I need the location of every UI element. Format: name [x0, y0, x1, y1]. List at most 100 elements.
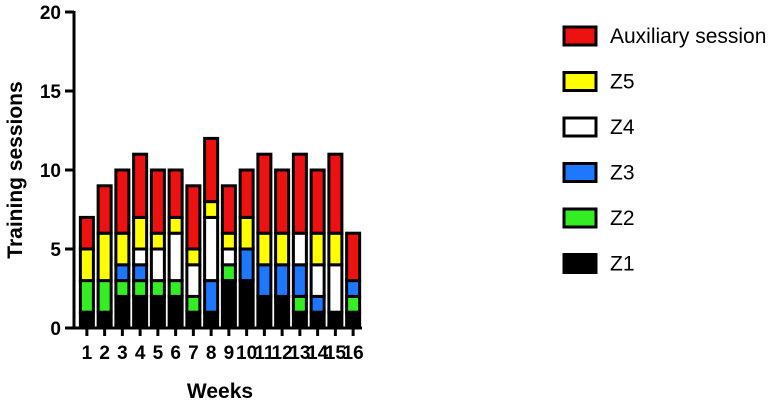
x-tick-label-14: 14 [307, 343, 329, 364]
legend-label-z2: Z2 [610, 207, 635, 230]
x-tick-label-5: 5 [153, 343, 164, 364]
bar-segment-week-14-z1 [309, 310, 326, 330]
bar-segment-week-6-z2 [167, 279, 184, 298]
bar-segment-week-11-z1 [256, 294, 273, 330]
x-tick-label-10: 10 [236, 343, 257, 364]
bar-segment-week-3-z2 [114, 279, 131, 298]
bar-segment-week-3-auxiliary-session [114, 168, 131, 235]
y-axis-title: Training sessions [4, 81, 27, 258]
x-tick-label-13: 13 [289, 343, 310, 364]
legend: Auxiliary session Z5 Z4 Z3 Z2 Z1 [562, 25, 766, 276]
bar-segment-week-7-z1 [185, 310, 202, 330]
bar-segment-week-15-z4 [327, 263, 344, 314]
bar-segment-week-11-z5 [256, 231, 273, 267]
legend-label-z3: Z3 [610, 162, 635, 185]
bar-segment-week-12-z3 [274, 263, 291, 298]
bar-segment-week-10-z3 [238, 247, 255, 283]
bar-segment-week-8-z5 [203, 200, 220, 219]
bar-segment-week-2-z1 [96, 310, 113, 330]
y-tick-labels: 0 5 10 15 20 [40, 3, 62, 340]
bar-segment-week-1-z1 [78, 310, 95, 330]
x-tick-label-2: 2 [99, 343, 110, 364]
bar-segment-week-11-z3 [256, 263, 273, 298]
bar-segment-week-7-z5 [185, 247, 202, 267]
bar-segment-week-1-auxiliary-session [78, 215, 95, 251]
y-tick-label-20: 20 [40, 3, 61, 24]
bar-segment-week-13-auxiliary-session [291, 152, 308, 235]
bar-segment-week-15-z1 [327, 310, 344, 330]
bar-segment-week-5-z1 [149, 294, 166, 330]
bar-segment-week-6-z1 [167, 294, 184, 330]
x-tick-label-15: 15 [325, 343, 347, 364]
x-tick-label-7: 7 [188, 343, 199, 364]
bar-segment-week-4-z2 [132, 279, 149, 298]
legend-label-auxiliary-session: Auxiliary session [610, 25, 766, 48]
bar-segment-week-12-auxiliary-session [274, 168, 291, 235]
bar-segment-week-16-z2 [345, 294, 362, 314]
bar-segment-week-7-z4 [185, 263, 202, 298]
bar-segment-week-9-z4 [220, 247, 237, 267]
legend-swatch-z3 [562, 162, 598, 183]
x-tick-label-16: 16 [343, 343, 364, 364]
bar-segment-week-14-z4 [309, 263, 326, 298]
legend-swatch-auxiliary-session [562, 25, 598, 47]
bar-segment-week-2-auxiliary-session [96, 184, 113, 235]
bar-segment-week-4-z5 [132, 215, 149, 251]
bar-segment-week-4-z3 [132, 263, 149, 283]
x-tick-label-12: 12 [272, 343, 293, 364]
bar-segment-week-11-auxiliary-session [256, 152, 273, 235]
bar-segment-week-7-auxiliary-session [185, 184, 202, 251]
bar-segment-week-15-z5 [327, 231, 344, 267]
y-tick-label-5: 5 [50, 240, 61, 261]
bar-segment-week-9-auxiliary-session [220, 184, 237, 235]
bar-segment-week-12-z1 [274, 294, 291, 330]
bar-segment-week-10-z5 [238, 215, 255, 251]
x-tick-label-8: 8 [206, 343, 217, 364]
bar-segment-week-1-z5 [78, 247, 95, 283]
bar-segment-week-7-z2 [185, 294, 202, 314]
bar-segment-week-6-z4 [167, 231, 184, 283]
bar-segment-week-6-z5 [167, 215, 184, 235]
bar-segment-week-14-z5 [309, 231, 326, 267]
bar-segment-week-4-z4 [132, 247, 149, 267]
bar-segment-week-9-z5 [220, 231, 237, 251]
bar-segment-week-13-z2 [291, 294, 308, 314]
y-tick-label-15: 15 [40, 82, 62, 103]
x-tick-label-4: 4 [135, 343, 146, 364]
bar-segment-week-16-z1 [345, 310, 362, 330]
bar-segment-week-5-z2 [149, 279, 166, 298]
bar-segment-week-9-z1 [220, 279, 237, 330]
bar-segment-week-10-auxiliary-session [238, 168, 255, 219]
bar-segment-week-4-auxiliary-session [132, 152, 149, 219]
bar-segment-week-5-z5 [149, 231, 166, 251]
bar-segment-week-5-z4 [149, 247, 166, 283]
legend-swatch-z2 [562, 207, 598, 229]
x-tick-label-1: 1 [82, 343, 93, 364]
legend-label-z5: Z5 [610, 71, 635, 94]
bar-segment-week-1-z2 [78, 279, 95, 314]
x-axis-title: Weeks [187, 380, 253, 403]
bars-group [78, 136, 362, 330]
x-tick-label-11: 11 [254, 343, 275, 364]
bar-segment-week-3-z3 [114, 263, 131, 283]
bar-segment-week-2-z2 [96, 279, 113, 314]
bar-segment-week-10-z1 [238, 279, 255, 330]
bar-segment-week-8-z3 [203, 279, 220, 314]
bar-segment-week-8-auxiliary-session [203, 136, 220, 204]
bar-segment-week-16-auxiliary-session [345, 231, 362, 283]
legend-label-z4: Z4 [610, 116, 635, 139]
y-tick-label-10: 10 [40, 161, 61, 182]
x-tick-label-3: 3 [117, 343, 128, 364]
y-tick-label-0: 0 [50, 319, 61, 340]
bar-segment-week-8-z4 [203, 215, 220, 283]
bar-segment-week-15-auxiliary-session [327, 152, 344, 235]
bar-segment-week-4-z1 [132, 294, 149, 330]
legend-swatch-z5 [562, 71, 598, 92]
bar-segment-week-12-z5 [274, 231, 291, 267]
bar-segment-week-5-auxiliary-session [149, 168, 166, 235]
x-tick-label-6: 6 [170, 343, 181, 364]
legend-swatch-z4 [562, 116, 598, 138]
bar-segment-week-14-z3 [309, 294, 326, 314]
